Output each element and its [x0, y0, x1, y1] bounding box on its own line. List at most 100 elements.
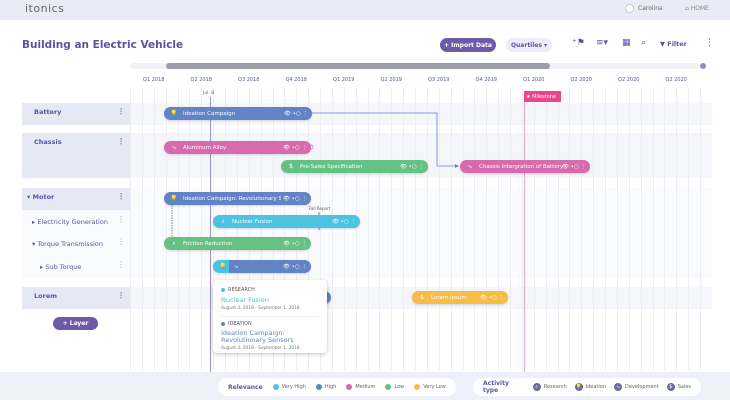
more-icon[interactable]: ⋮: [705, 38, 714, 48]
legend-title: Activity type: [483, 380, 509, 394]
user-menu[interactable]: Carolina: [625, 4, 663, 13]
legend-swatch: [315, 384, 322, 390]
legend-item: Very Low: [414, 384, 446, 390]
scrollbar-thumb[interactable]: [166, 63, 550, 69]
more-icon[interactable]: ⋮: [117, 137, 125, 146]
grid-line: [391, 88, 393, 370]
layer-torque-transmission[interactable]: ▾ Torque Transmission ⋮: [22, 233, 130, 255]
bar-controls[interactable]: 👁 •○ ⋮: [561, 163, 586, 170]
bar-controls[interactable]: 👁 •○ ⋮: [282, 263, 307, 270]
scroll-settings-icon[interactable]: [700, 63, 706, 69]
legend-item: Medium: [346, 384, 375, 390]
grid-line: [379, 88, 381, 370]
dependency-arrow: [312, 112, 458, 167]
arrow-head: [455, 164, 459, 168]
more-icon[interactable]: ⋮: [117, 192, 125, 201]
tooltip-activity-link[interactable]: Ideation Campaign: Revolutionary Sensors: [221, 329, 294, 345]
bar-controls[interactable]: 👁 •○ ⋮: [282, 240, 307, 247]
quarter-label: Q3 2019: [428, 77, 450, 83]
add-layer-button[interactable]: + Layer: [53, 317, 98, 330]
grid-line: [664, 88, 666, 370]
activity-bar[interactable]: 💡 Ideation Campaign 👁 •○ ⋮: [164, 107, 312, 120]
bar-controls[interactable]: 👁 •○ ⋮: [282, 144, 307, 151]
legend-label: Low: [394, 384, 405, 390]
grid-line: [320, 88, 321, 370]
layer-label: Chassis: [34, 138, 62, 146]
filter-label: Filter: [667, 40, 687, 48]
bar-label: Ideation Campaign: [183, 110, 236, 117]
more-icon[interactable]: ⋮: [117, 107, 125, 116]
layer-battery[interactable]: Battery ⋮: [22, 103, 130, 125]
legend-item: Very High: [272, 384, 306, 390]
bar-controls[interactable]: 👁 •○ ⋮: [479, 294, 504, 301]
activity-bar[interactable]: ⤷ Chassis Intergration of Battery 👁 •○ ⋮: [460, 160, 590, 173]
quarter-label: Q1 2020: [523, 77, 545, 83]
legend-swatch: [346, 384, 353, 390]
grid-line: [462, 88, 464, 370]
activity-bar[interactable]: ⌕ Nuclear Fusion 👁 •○ ⋮: [213, 215, 360, 228]
more-icon[interactable]: ⋮: [117, 237, 125, 246]
legend-title: Relevance: [228, 383, 263, 391]
ideation-dot: [221, 322, 225, 326]
grid-line: [153, 88, 155, 370]
today-label: Jul. 8: [203, 91, 215, 96]
tooltip-date: August 3, 2018 - September 1, 2018: [221, 346, 300, 352]
ideation-icon: 💡: [170, 110, 178, 117]
activity-bar[interactable]: $ Lorem ipsum 👁 •○ ⋮: [412, 291, 508, 304]
grid-line: [616, 88, 618, 370]
more-icon[interactable]: ⋮: [117, 291, 125, 300]
grid-line: [284, 88, 286, 370]
bar-label: Nuclear Fusion: [232, 218, 273, 225]
avatar: [625, 4, 634, 13]
grid-line: [521, 88, 523, 370]
bar-controls[interactable]: 👁 •○ ⋮: [331, 218, 356, 225]
layer-chassis[interactable]: Chassis ⋮: [22, 133, 130, 178]
more-icon[interactable]: ⋮: [117, 215, 125, 224]
quarter-label: Q2 2020: [665, 77, 687, 83]
zoom-select[interactable]: Quartiles ▾: [506, 38, 552, 52]
grid-line: [236, 88, 238, 370]
layer-label: Battery: [34, 108, 62, 116]
layer-electricity-generation[interactable]: ▸ Electricity Generation ⋮: [22, 211, 130, 233]
home-link[interactable]: ⌂ HOME: [685, 5, 709, 12]
grid-line: [260, 88, 262, 370]
grid-line: [141, 88, 143, 370]
tooltip-activity-link[interactable]: Nuclear Fusion: [221, 296, 269, 304]
layer-sub-torque[interactable]: ▸ Sub Torque ⋮: [22, 256, 130, 278]
top-bar: [0, 0, 730, 20]
add-milestone-icon[interactable]: ⁺⚑: [572, 38, 585, 48]
activity-bar[interactable]: ⤷ Aluminum Alloy 👁 •○ ⋮: [164, 141, 311, 154]
logo[interactable]: itonics: [25, 2, 65, 15]
import-data-button[interactable]: + Import Data: [440, 38, 496, 52]
grid-line: [296, 88, 298, 370]
row-bg: [22, 188, 712, 278]
quarter-label: Q4 2019: [475, 77, 497, 83]
filter-button[interactable]: ▼ Filter: [660, 40, 687, 48]
quarter-label: Q2 2018: [190, 77, 212, 83]
more-icon[interactable]: ⋮: [117, 260, 125, 269]
grid-line: [569, 88, 571, 370]
activity-bar[interactable]: 💡 Ideation Campaign: Revolutionary Se 👁 •○…: [164, 192, 311, 205]
activity-bar[interactable]: $ Pre-Sales Specification 👁 •○ ⋮: [281, 160, 428, 173]
activity-legend: Activity type ⌕ Research 💡 Ideation ⤷ Developm…: [473, 378, 701, 396]
sort-icon[interactable]: ≡▾: [596, 38, 609, 48]
bar-controls[interactable]: 👁 •○ ⋮: [283, 110, 308, 117]
activity-bar[interactable]: ⌕ Friction Reduction 👁 •○ ⋮: [164, 237, 311, 250]
calendar-icon[interactable]: ▦: [622, 38, 631, 48]
legend-swatch: [414, 384, 421, 390]
quarter-label: Q4 2018: [285, 77, 307, 83]
search-icon[interactable]: ⌕: [641, 38, 647, 48]
activity-bar-stacked[interactable]: 💡 ⤷ 👁 •○ ⋮: [213, 260, 311, 273]
layer-label: ▸ Sub Torque: [40, 263, 82, 271]
legend-item: ⌕ Research: [532, 383, 567, 391]
research-icon: ⌕: [221, 217, 225, 225]
grid-line: [438, 88, 440, 370]
bar-controls[interactable]: 👁 •○ ⋮: [280, 195, 307, 202]
bar-controls[interactable]: 👁 •○ ⋮: [399, 163, 424, 170]
layer-lorem[interactable]: Lorem ⋮: [22, 287, 130, 309]
layer-motor[interactable]: ▾ Motor ⋮: [22, 188, 130, 210]
legend-label: Research: [543, 384, 567, 390]
grid-line: [426, 88, 428, 370]
milestone-flag[interactable]: ★ Milestone: [524, 91, 561, 102]
